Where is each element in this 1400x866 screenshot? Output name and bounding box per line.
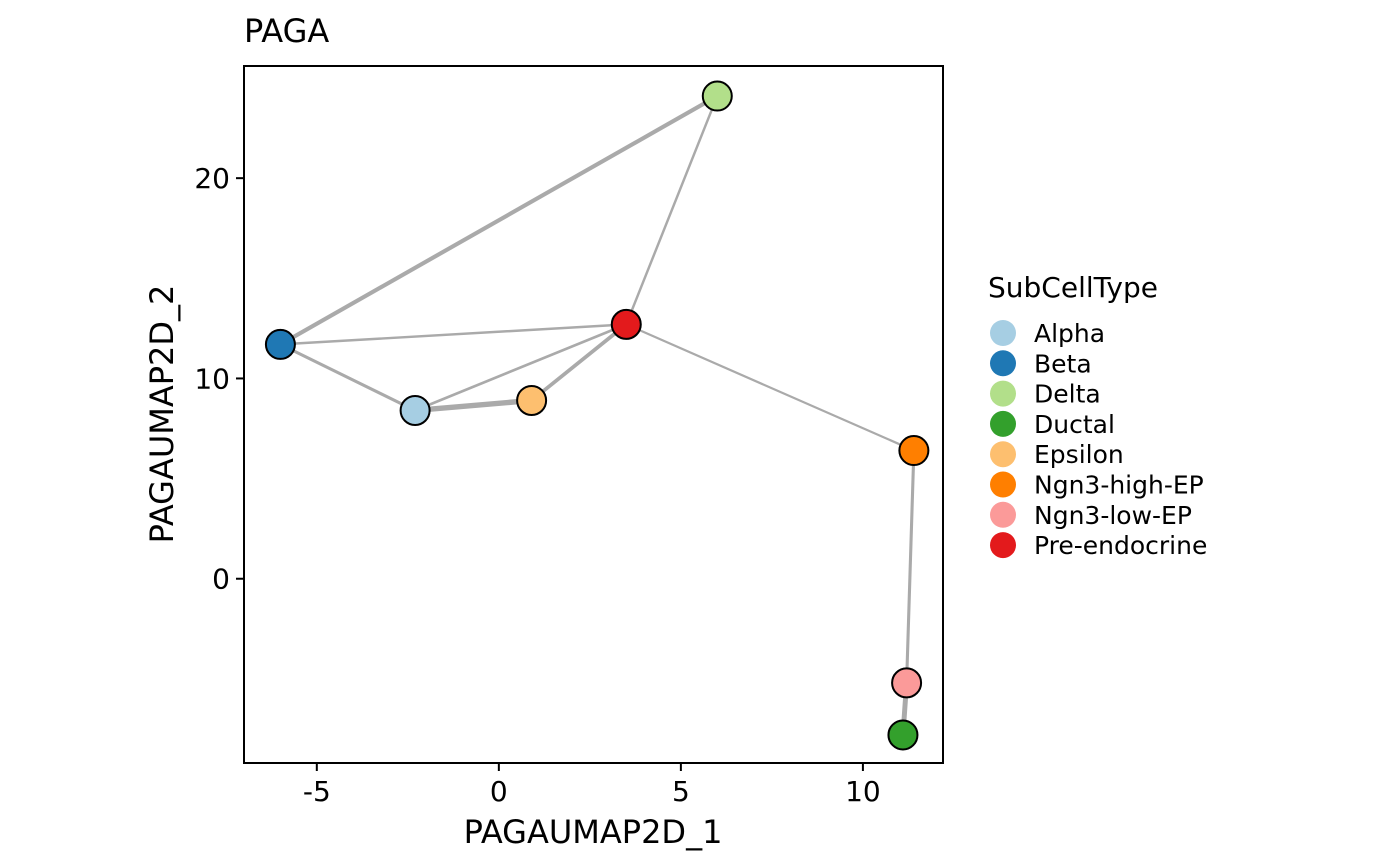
edge-beta-delta [278, 93, 720, 347]
legend-key-ngn3-high-ep [990, 471, 1016, 498]
y-tick-label: 10 [194, 362, 230, 395]
x-axis-title: PAGAUMAP2D_1 [464, 813, 723, 851]
edge-ngn3-high-ep-ngn3-low-ep [905, 449, 916, 685]
node-ductal [887, 719, 919, 751]
legend-key-pre-endocrine [990, 532, 1016, 559]
x-tick-label: 10 [845, 775, 881, 808]
node-delta [701, 80, 733, 112]
legend-label-ngn3-low-ep: Ngn3-low-EP [1034, 501, 1192, 530]
legend-label-ductal: Ductal [1034, 410, 1115, 439]
node-beta [264, 328, 296, 360]
node-ngn3-low-ep [891, 667, 923, 699]
legend-label-beta: Beta [1034, 349, 1092, 378]
legend-key-ngn3-low-ep [990, 501, 1016, 528]
edge-delta-pre-endocrine [625, 94, 719, 326]
legend-key-delta [990, 380, 1016, 407]
legend-key-beta [990, 350, 1016, 377]
x-axis: -5 0 5 10 [303, 763, 881, 808]
edge-beta-alpha [278, 342, 417, 413]
legend-label-pre-endocrine: Pre-endocrine [1034, 531, 1207, 560]
x-tick-label: 5 [672, 775, 690, 808]
x-tick-label: 0 [490, 775, 508, 808]
nodes-layer [264, 80, 930, 751]
legend-key-alpha [990, 320, 1016, 346]
y-tick-label: 0 [212, 563, 230, 596]
node-epsilon [516, 384, 548, 416]
legend-key-epsilon [990, 441, 1016, 468]
legend-key-ductal [990, 410, 1016, 437]
chart-title: PAGA [244, 12, 329, 50]
legend: SubCellType AlphaBetaDeltaDuctalEpsilonN… [988, 271, 1207, 560]
node-alpha [399, 394, 431, 426]
x-tick-label: -5 [303, 775, 331, 808]
edge-alpha-pre-endocrine [413, 323, 628, 412]
node-pre-endocrine [610, 308, 642, 340]
edge-pre-endocrine-ngn3-high-ep [625, 323, 915, 452]
plot-panel-border [243, 65, 944, 764]
y-tick-label: 20 [194, 162, 230, 195]
legend-label-ngn3-high-ep: Ngn3-high-EP [1034, 471, 1204, 500]
y-axis: 0 10 20 [194, 162, 244, 596]
y-axis-title: PAGAUMAP2D_2 [143, 285, 181, 544]
legend-label-epsilon: Epsilon [1034, 440, 1124, 469]
legend-label-delta: Delta [1034, 380, 1101, 409]
edges-layer [278, 93, 916, 738]
legend-title: SubCellType [988, 271, 1158, 304]
node-ngn3-high-ep [898, 435, 930, 467]
edge-alpha-epsilon [412, 397, 535, 414]
edge-beta-pre-endocrine [279, 323, 628, 346]
legend-label-alpha: Alpha [1034, 319, 1105, 348]
edge-epsilon-pre-endocrine [529, 322, 629, 403]
